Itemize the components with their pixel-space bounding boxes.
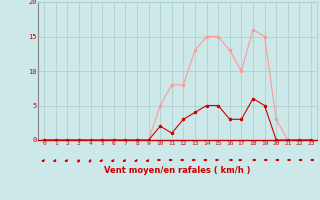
X-axis label: Vent moyen/en rafales ( km/h ): Vent moyen/en rafales ( km/h ) bbox=[104, 166, 251, 175]
